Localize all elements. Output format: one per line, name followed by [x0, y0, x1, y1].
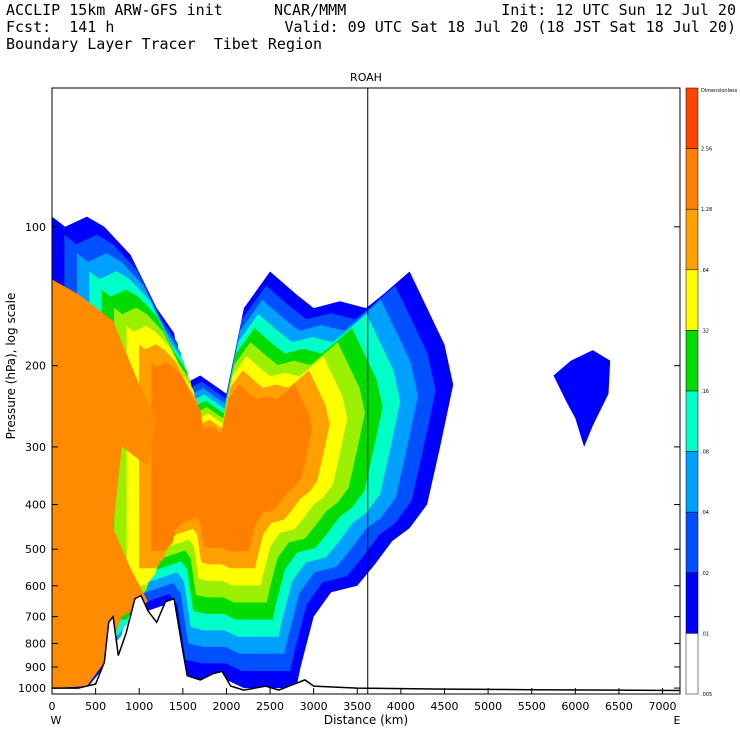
x-tick-label: 3000 — [300, 700, 328, 713]
tracer-high-region — [52, 279, 157, 689]
tracer-contour — [151, 362, 312, 552]
x-tick-label: 1500 — [169, 700, 197, 713]
colorbar-label: 1.28 — [701, 207, 712, 213]
colorbar-label: Dimensionless — [701, 88, 738, 94]
plot-frame — [51, 87, 681, 695]
x-tick-label: 4000 — [387, 700, 415, 713]
y-tick-label: 600 — [25, 580, 46, 593]
x-axis-ticks: 0 500 1000 1500 2000 2500 3000 3500 4000 4500 5000… — [49, 688, 677, 713]
x-axis-label: Distance (km) — [324, 713, 408, 727]
colorbar: Dimensionless 2.56 1.28 .64 .32 .16 .08 .04 .02.… — [685, 87, 738, 698]
colorbar-label: 2.56 — [701, 147, 712, 153]
colorbar-swatch — [685, 390, 699, 452]
colorbar-label: .16 — [701, 389, 709, 395]
y-tick-label: 1000 — [18, 682, 46, 695]
header-line2-left: Fcst: 141 h — [6, 18, 115, 36]
tracer-east-blob — [553, 350, 611, 447]
x-tick-label: 2500 — [256, 700, 284, 713]
x-tick-label: 7000 — [649, 700, 677, 713]
colorbar-label: .01 — [701, 631, 709, 637]
x-tick-label: 5000 — [474, 700, 502, 713]
y-tick-label: 300 — [25, 441, 46, 454]
colorbar-label: .005 — [701, 692, 712, 698]
colorbar-label: .02 — [701, 571, 709, 577]
x-end-label-east: E — [674, 714, 681, 727]
header-line1-mid: NCAR/MMM — [274, 1, 347, 19]
y-tick-label: 700 — [25, 611, 46, 624]
header-line2-right: Valid: 09 UTC Sat 18 Jul 20 (18 JST Sat … — [284, 18, 736, 36]
y-tick-label: 100 — [25, 221, 46, 234]
y-tick-label: 800 — [25, 637, 46, 650]
colorbar-swatch — [685, 633, 699, 695]
terrain-profile — [52, 594, 680, 694]
colorbar-swatch — [685, 87, 699, 149]
x-tick-label: 0 — [49, 700, 56, 713]
chart-title: ROAH — [350, 71, 382, 84]
y-axis-ticks: 100 200 300 400 500 600 700 800 900 1000 — [18, 221, 680, 695]
x-tick-label: 500 — [85, 700, 106, 713]
header-line1-right: Init: 12 UTC Sun 12 Jul 20 — [501, 1, 736, 19]
terrain-fill — [52, 595, 680, 694]
colorbar-swatch — [685, 511, 699, 574]
colorbar-label: .32 — [701, 328, 709, 334]
x-tick-label: 6000 — [561, 700, 589, 713]
x-tick-label: 2000 — [212, 700, 240, 713]
colorbar-swatch — [685, 208, 699, 271]
tracer-field — [52, 216, 611, 689]
header-line3-left: Boundary Layer Tracer Tibet Region — [6, 35, 323, 53]
terrain-line — [52, 594, 680, 692]
x-tick-label: 3500 — [343, 700, 371, 713]
header-line1-left: ACCLIP 15km ARW-GFS init — [6, 1, 223, 19]
y-tick-label: 400 — [25, 499, 46, 512]
x-end-label-west: W — [51, 714, 62, 727]
y-tick-label: 200 — [25, 360, 46, 373]
x-tick-label: 5500 — [518, 700, 546, 713]
x-tick-label: 6500 — [605, 700, 633, 713]
colorbar-label: .08 — [701, 450, 709, 456]
colorbar-swatch — [685, 269, 699, 331]
colorbar-label: .64 — [701, 268, 709, 274]
colorbar-swatch — [685, 451, 699, 513]
y-tick-label: 500 — [25, 543, 46, 556]
colorbar-swatch — [685, 572, 699, 634]
y-tick-label: 900 — [25, 661, 46, 674]
x-tick-label: 4500 — [431, 700, 459, 713]
colorbar-swatch — [685, 148, 699, 210]
y-axis-label: Pressure (hPa), log scale — [4, 293, 18, 440]
x-tick-label: 1000 — [125, 700, 153, 713]
colorbar-label: .04 — [701, 510, 709, 516]
colorbar-swatch — [685, 330, 699, 392]
